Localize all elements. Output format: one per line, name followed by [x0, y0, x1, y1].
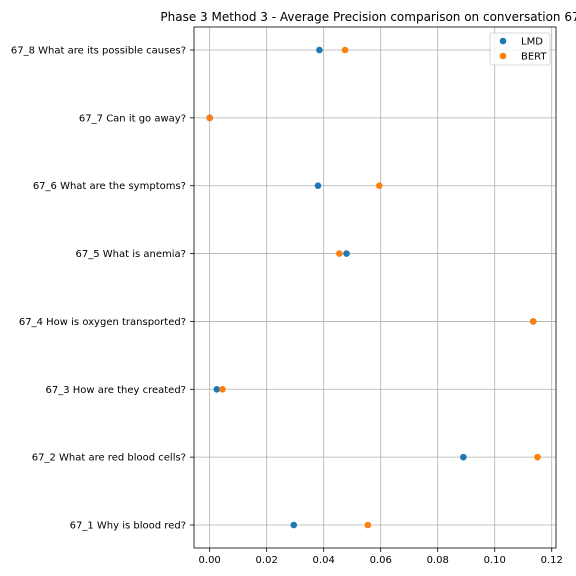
point-bert-3: [219, 385, 226, 393]
point-lmd-6: [314, 182, 322, 190]
grid-lines: [194, 27, 556, 548]
x-tick-label: 0.10: [484, 555, 506, 566]
plot-frame: [193, 26, 557, 549]
x-tick-label: 0.00: [199, 555, 221, 566]
point-lmd-1: [290, 521, 298, 529]
x-tick-label: 0.06: [370, 555, 392, 566]
y-tick-label: 67_7 Can it go away?: [79, 113, 186, 124]
y-tick-label: 67_5 What is anemia?: [76, 249, 186, 260]
chart-title: Phase 3 Method 3 - Average Precision com…: [160, 10, 576, 24]
legend-label-bert: BERT: [521, 52, 547, 63]
y-tick-label: 67_2 What are red blood cells?: [32, 453, 186, 464]
y-axis-ticks: 67_1 Why is blood red? 67_2 What are red …: [11, 46, 194, 532]
y-tick-label: 67_1 Why is blood red?: [70, 521, 186, 532]
legend-marker-lmd: [499, 37, 507, 45]
x-tick-label: 0.08: [427, 555, 449, 566]
point-lmd-2: [460, 453, 467, 461]
point-bert-6: [375, 182, 383, 190]
point-bert-4: [529, 318, 537, 325]
point-lmd-3: [213, 385, 221, 393]
y-tick-label: 67_6 What are the symptoms?: [33, 181, 186, 192]
point-bert-1: [364, 521, 372, 529]
legend: LMD BERT: [489, 32, 551, 66]
x-axis-ticks: 0.00 0.02 0.04 0.06 0.08 0.10 0.12: [199, 548, 563, 566]
legend-label-lmd: LMD: [521, 37, 543, 48]
point-lmd-5: [343, 250, 350, 257]
point-bert-7: [206, 114, 213, 122]
y-tick-label: 67_3 How are they created?: [45, 385, 186, 396]
point-lmd-8: [316, 46, 323, 54]
x-tick-label: 0.12: [541, 555, 563, 566]
x-tick-label: 0.02: [256, 555, 278, 566]
data-points: [206, 46, 541, 529]
point-bert-5: [336, 250, 343, 257]
legend-marker-bert: [499, 52, 507, 60]
point-bert-8: [341, 46, 349, 54]
x-tick-label: 0.04: [313, 555, 335, 566]
y-tick-label: 67_4 How is oxygen transported?: [19, 317, 186, 328]
point-bert-2: [534, 453, 541, 461]
y-tick-label: 67_8 What are its possible causes?: [11, 46, 186, 57]
